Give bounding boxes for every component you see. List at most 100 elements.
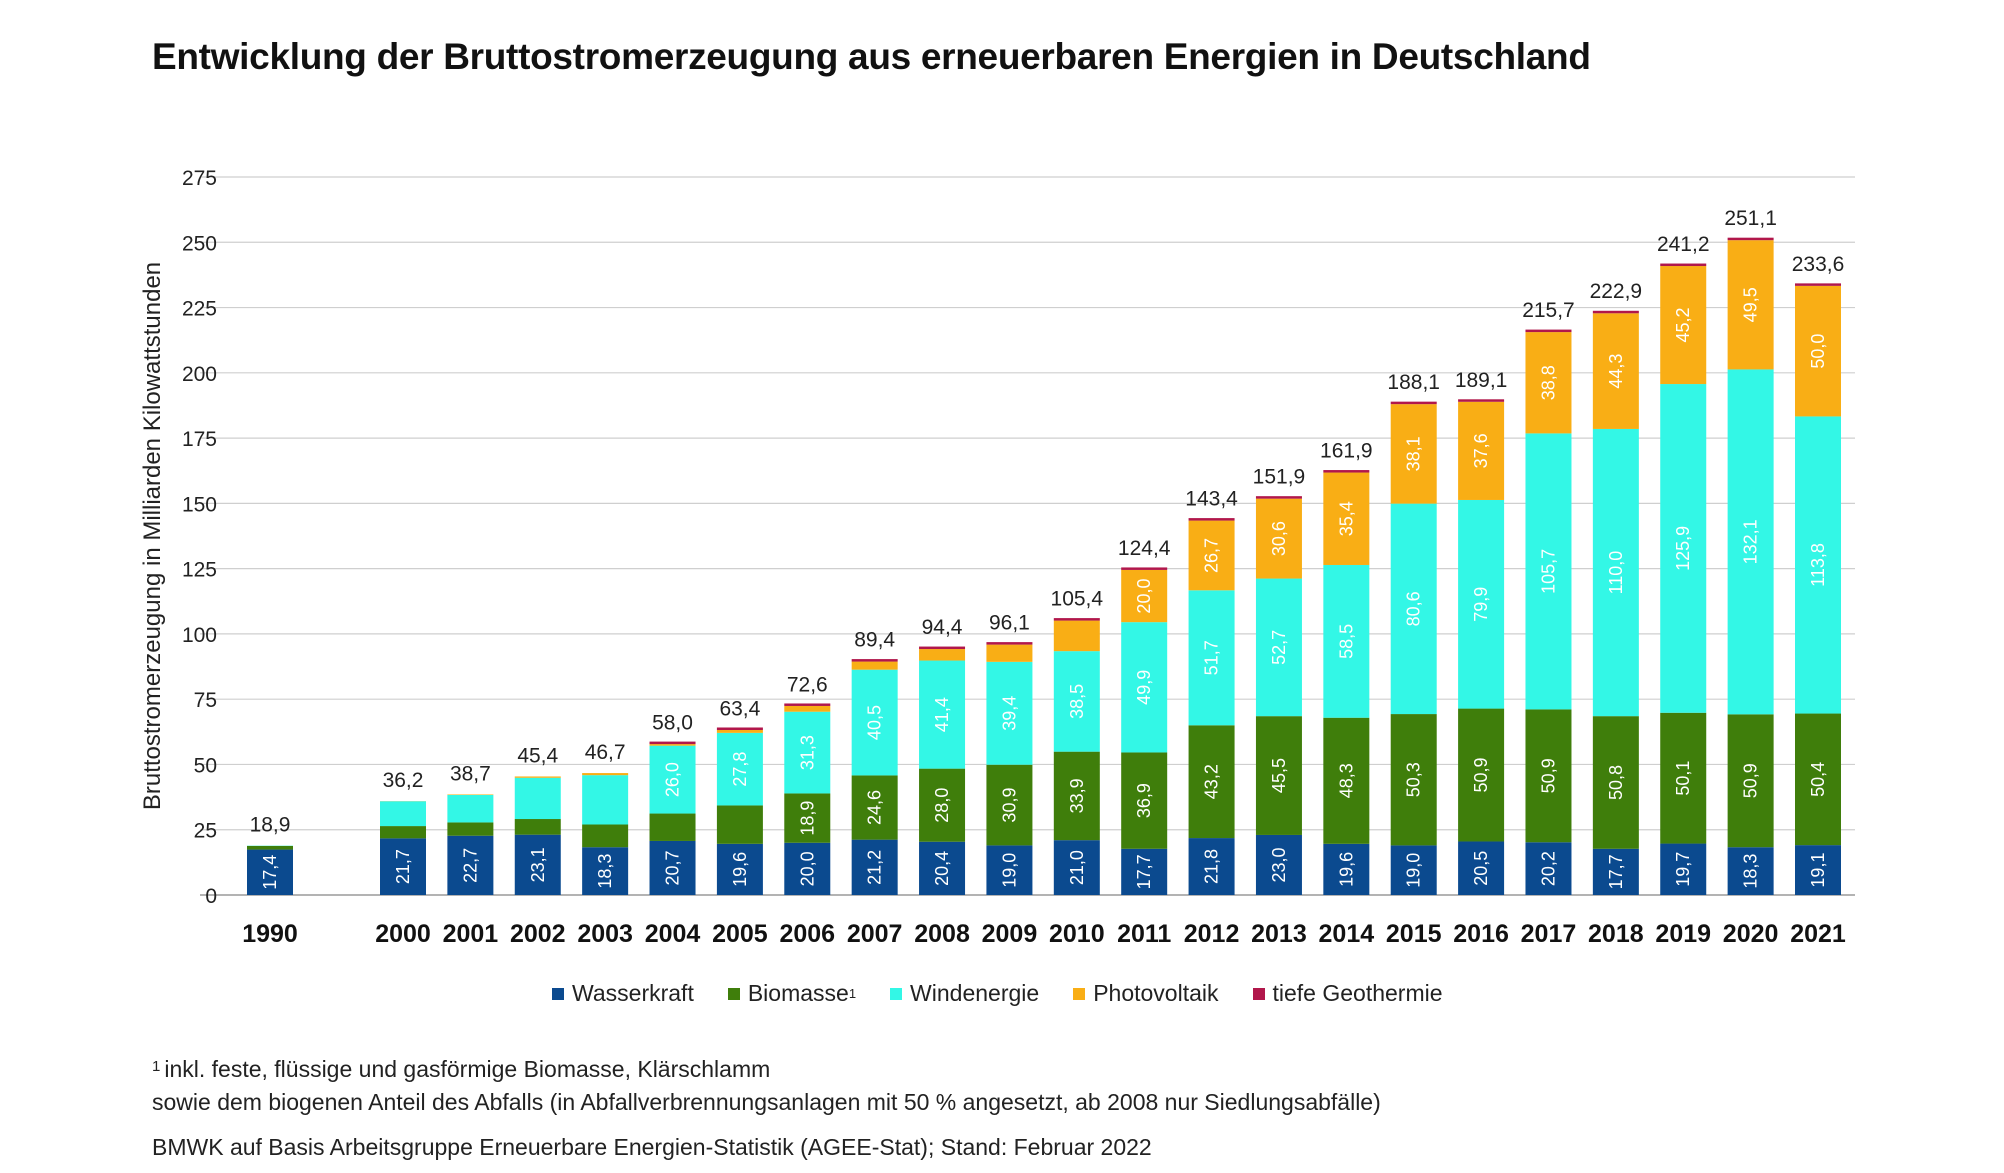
legend-item-tiefe-geothermie: tiefe Geothermie — [1252, 980, 1443, 1007]
bar-segment-biomasse — [582, 824, 629, 848]
legend-swatch-wasserkraft — [552, 987, 564, 1000]
bar-segment-biomasse — [380, 826, 426, 839]
segment-value-label: 41,4 — [932, 697, 952, 732]
bar-segment-tiefe-geothermie — [1727, 237, 1774, 241]
x-tick-label: 2009 — [982, 920, 1038, 948]
bar-segment-wasserkraft — [1660, 843, 1707, 895]
segment-value-label: 43,2 — [1202, 764, 1222, 799]
bar-total-label: 46,7 — [585, 741, 626, 764]
legend-label-photovoltaik: Photovoltaik — [1093, 980, 1219, 1006]
y-tick-label: 125 — [182, 559, 217, 582]
bar-segment-wasserkraft — [851, 839, 898, 895]
bar-total-label: 222,9 — [1590, 280, 1643, 303]
bar-segment-photovoltaik — [1592, 313, 1639, 429]
bar-segment-wasserkraft — [1188, 838, 1235, 895]
bar-segment-photovoltaik — [716, 729, 763, 733]
bar-total-label: 38,7 — [450, 762, 491, 785]
x-tick-label: 2006 — [779, 920, 835, 948]
segment-value-label: 20,7 — [663, 850, 683, 885]
bar-segment-windenergie — [1525, 433, 1572, 710]
bar-segment-windenergie — [1121, 622, 1168, 753]
y-tick-label: 0 — [205, 885, 217, 908]
bar-segment-windenergie — [1053, 651, 1100, 752]
segment-value-label: 20,0 — [1134, 579, 1154, 614]
legend-swatch-tiefe-geothermie — [1252, 987, 1265, 1000]
x-tick-label: 2020 — [1723, 920, 1779, 948]
x-tick-label: 2016 — [1453, 920, 1509, 948]
bar-segment-photovoltaik — [1121, 569, 1168, 623]
segment-value-label: 49,9 — [1134, 670, 1154, 705]
bar-segment-tiefe-geothermie — [649, 741, 696, 745]
bar-segment-biomasse — [1458, 708, 1505, 842]
bar-segment-tiefe-geothermie — [1323, 470, 1370, 473]
bar-segment-wasserkraft — [784, 842, 831, 895]
bar-segment-wasserkraft — [1121, 848, 1168, 895]
bar-segment-wasserkraft — [1592, 848, 1639, 895]
bar-total-label: 161,9 — [1320, 440, 1373, 463]
segment-value-label: 19,0 — [1404, 853, 1424, 888]
segment-value-label: 20,4 — [932, 851, 952, 886]
bar-segment-biomasse — [986, 764, 1033, 846]
segment-value-label: 50,0 — [1808, 334, 1828, 369]
bar-segment-photovoltaik — [919, 649, 966, 661]
bar-segment-windenergie — [1592, 428, 1639, 717]
bar-segment-windenergie — [851, 669, 898, 776]
segment-value-label: 36,9 — [1134, 783, 1154, 818]
segment-value-label: 50,9 — [1471, 758, 1491, 793]
bar-segment-biomasse — [851, 775, 898, 840]
bar-segment-wasserkraft — [447, 835, 494, 895]
bar-segment-biomasse — [1121, 752, 1168, 849]
bar-segment-biomasse — [447, 822, 494, 836]
legend-item-windenergie: Windenergie — [890, 980, 1039, 1007]
bar-segment-tiefe-geothermie — [986, 642, 1033, 645]
chart-title: Entwicklung der Bruttostromerzeugung aus… — [152, 36, 1591, 77]
segment-value-label: 19,0 — [999, 853, 1019, 888]
bar-total-label: 58,0 — [652, 712, 693, 735]
segment-value-label: 44,3 — [1606, 354, 1626, 389]
segment-value-label: 31,3 — [797, 735, 817, 770]
bar-segment-photovoltaik — [447, 794, 494, 796]
x-tick-label: 2018 — [1588, 920, 1644, 948]
bar-segment-photovoltaik — [1525, 332, 1572, 434]
y-tick-label: 150 — [182, 493, 217, 516]
bar-segment-tiefe-geothermie — [1795, 283, 1841, 286]
bar-segment-windenergie — [380, 801, 426, 827]
bar-segment-photovoltaik — [1727, 240, 1774, 370]
bar-segment-windenergie — [1458, 499, 1505, 709]
segment-value-label: 23,1 — [528, 847, 548, 882]
segment-value-label: 51,7 — [1202, 640, 1222, 675]
bar-segment-wasserkraft — [1323, 843, 1370, 895]
y-tick-label: 50 — [194, 754, 217, 777]
segment-value-label: 37,6 — [1471, 433, 1491, 468]
segment-value-label: 110,0 — [1606, 551, 1626, 595]
bar-segment-tiefe-geothermie — [1255, 496, 1302, 499]
legend-label-biomasse-sup: 1 — [848, 986, 857, 1001]
y-axis-label: Bruttostromerzeugung in Milliarden Kilow… — [139, 262, 166, 810]
bar-segment-biomasse — [1795, 713, 1841, 846]
segment-value-label: 132,1 — [1741, 519, 1761, 564]
legend-item-biomasse: Biomasse 1 — [727, 980, 857, 1007]
bar-segment-biomasse — [1390, 714, 1437, 846]
bar-segment-photovoltaik — [1053, 620, 1100, 652]
bar-segment-biomasse — [1727, 714, 1774, 848]
segment-value-label: 18,3 — [595, 854, 615, 889]
bar-segment-wasserkraft — [582, 847, 629, 895]
y-tick-label: 175 — [182, 428, 217, 451]
bar-segment-tiefe-geothermie — [784, 703, 831, 706]
segment-value-label: 18,3 — [1741, 854, 1761, 889]
bar-segment-tiefe-geothermie — [1053, 618, 1100, 621]
y-tick-label: 100 — [182, 624, 217, 647]
bar-segment-windenergie — [1795, 416, 1841, 714]
segment-value-label: 45,2 — [1673, 308, 1693, 343]
segment-value-label: 125,9 — [1673, 526, 1693, 571]
legend-label-windenergie: Windenergie — [910, 980, 1040, 1006]
bar-segment-wasserkraft — [919, 841, 966, 895]
bar-total-label: 143,4 — [1185, 488, 1238, 511]
bar-segment-tiefe-geothermie — [716, 727, 763, 730]
bar-total-label: 251,1 — [1724, 207, 1777, 230]
bar-segment-biomasse — [716, 805, 763, 844]
bar-total-label: 89,4 — [854, 629, 895, 652]
bar-segment-windenergie — [514, 777, 561, 820]
source-note: BMWK auf Basis Arbeitsgruppe Erneuerbare… — [152, 1134, 1152, 1160]
